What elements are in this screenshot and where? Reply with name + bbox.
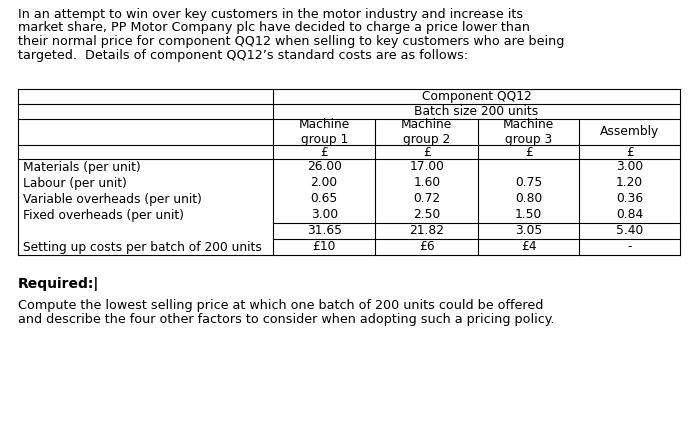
Text: Labour (per unit): Labour (per unit): [23, 177, 127, 190]
Text: Setting up costs per batch of 200 units: Setting up costs per batch of 200 units: [23, 240, 262, 253]
Text: 0.72: 0.72: [413, 193, 440, 206]
Text: 1.60: 1.60: [413, 177, 440, 190]
Text: Assembly: Assembly: [600, 125, 659, 138]
Text: 31.65: 31.65: [307, 224, 342, 237]
Text: market share, PP Motor Company plc have decided to charge a price lower than: market share, PP Motor Company plc have …: [18, 22, 530, 34]
Text: and describe the four other factors to consider when adopting such a pricing pol: and describe the four other factors to c…: [18, 312, 554, 326]
Text: £6: £6: [419, 240, 435, 253]
Text: £10: £10: [312, 240, 336, 253]
Text: Materials (per unit): Materials (per unit): [23, 161, 141, 174]
Text: 17.00: 17.00: [410, 161, 444, 174]
Text: 5.40: 5.40: [616, 224, 643, 237]
Text: £4: £4: [521, 240, 536, 253]
Text: Compute the lowest selling price at which one batch of 200 units could be offere: Compute the lowest selling price at whic…: [18, 299, 543, 312]
Text: 1.50: 1.50: [515, 208, 543, 221]
Text: 0.65: 0.65: [311, 193, 338, 206]
Text: 0.80: 0.80: [515, 193, 543, 206]
Text: £: £: [320, 145, 328, 158]
Text: 21.82: 21.82: [410, 224, 444, 237]
Text: Batch size 200 units: Batch size 200 units: [414, 105, 538, 118]
Text: 3.05: 3.05: [515, 224, 543, 237]
Text: £: £: [626, 145, 634, 158]
Text: their normal price for component QQ12 when selling to key customers who are bein: their normal price for component QQ12 wh…: [18, 35, 564, 48]
Text: In an attempt to win over key customers in the motor industry and increase its: In an attempt to win over key customers …: [18, 8, 523, 21]
Text: £: £: [423, 145, 430, 158]
Text: 0.36: 0.36: [616, 193, 643, 206]
Text: Required:|: Required:|: [18, 277, 99, 291]
Text: 1.20: 1.20: [616, 177, 643, 190]
Text: 2.00: 2.00: [311, 177, 337, 190]
Text: Machine
group 1: Machine group 1: [298, 118, 350, 146]
Text: 3.00: 3.00: [616, 161, 643, 174]
Text: 3.00: 3.00: [311, 208, 337, 221]
Text: Component QQ12: Component QQ12: [421, 90, 531, 103]
Text: Variable overheads (per unit): Variable overheads (per unit): [23, 193, 202, 206]
Text: 2.50: 2.50: [413, 208, 440, 221]
Text: 0.75: 0.75: [515, 177, 543, 190]
Text: -: -: [627, 240, 632, 253]
Text: targeted.  Details of component QQ12’s standard costs are as follows:: targeted. Details of component QQ12’s st…: [18, 49, 468, 62]
Text: Machine
group 2: Machine group 2: [401, 118, 452, 146]
Text: £: £: [525, 145, 533, 158]
Text: Machine
group 3: Machine group 3: [503, 118, 554, 146]
Text: 26.00: 26.00: [307, 161, 342, 174]
Text: Fixed overheads (per unit): Fixed overheads (per unit): [23, 208, 184, 221]
Text: 0.84: 0.84: [616, 208, 643, 221]
